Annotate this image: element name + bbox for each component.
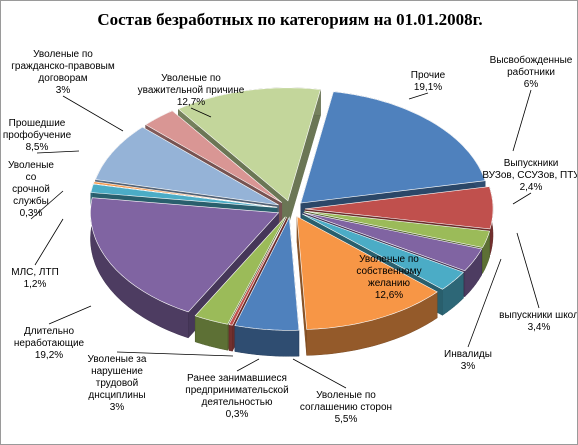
leader-lines [30, 89, 540, 389]
slice-label-9: Уволеные за нарушение трудовой днсциплины 3% [88, 354, 147, 413]
leader-line-7 [292, 358, 347, 389]
slice-label-1: Прочие 19,1% [411, 70, 446, 93]
pie-slice-6 [296, 216, 438, 356]
slice-label-6: Уволеные по собственному желанию 12,6% [356, 254, 421, 301]
slice-label-12: Уволеные со срочной службы 0,3% [8, 160, 54, 219]
pie-slice-7 [234, 216, 300, 357]
leader-line-3 [512, 192, 532, 205]
leader-line-5 [467, 258, 502, 348]
leader-line-9 [116, 351, 234, 357]
slice-label-8: Ранее занимавшиеся предпринимательской дея… [185, 373, 288, 420]
leader-line-11 [34, 218, 64, 266]
slice-label-13: Прошедшие профобучение 8,5% [3, 118, 72, 153]
slice-label-15: Уволеные по уважительной причине 12,7% [138, 73, 245, 108]
leader-line-2 [512, 89, 532, 152]
leader-line-4 [516, 232, 540, 309]
slice-labels: Прочие 19,1% Высвобожденные работники 6% Выпу… [3, 49, 578, 425]
leader-line-12 [30, 190, 64, 220]
slice-label-3: Выпускники ВУЗов, ССУЗов, ПТУ 2,4% [482, 158, 578, 193]
slice-label-7: Уволеные по соглашению сторон 5,5% [300, 390, 392, 425]
leader-line-8 [236, 358, 260, 372]
pie-slices [90, 87, 494, 357]
slice-label-2: Высвобожденные работники 6% [490, 54, 573, 90]
leader-line-13 [36, 150, 80, 154]
slice-label-11: МЛС, ЛТП 1,2% [11, 267, 59, 290]
chart-title: Состав безработных по категориям на 01.0… [97, 10, 483, 29]
slice-label-5: Инвалиды 3% [444, 349, 492, 372]
slice-label-14: Уволеные по гражданско-правовым договорам 3… [11, 49, 115, 96]
leader-line-14 [62, 95, 124, 132]
leader-line-1 [408, 92, 429, 100]
slice-label-10: Длительно неработающие 19,2% [14, 326, 85, 361]
slice-label-4: выпускники школ 3,4% [499, 310, 578, 333]
leader-line-10 [48, 305, 92, 325]
leader-line-15 [190, 107, 212, 118]
